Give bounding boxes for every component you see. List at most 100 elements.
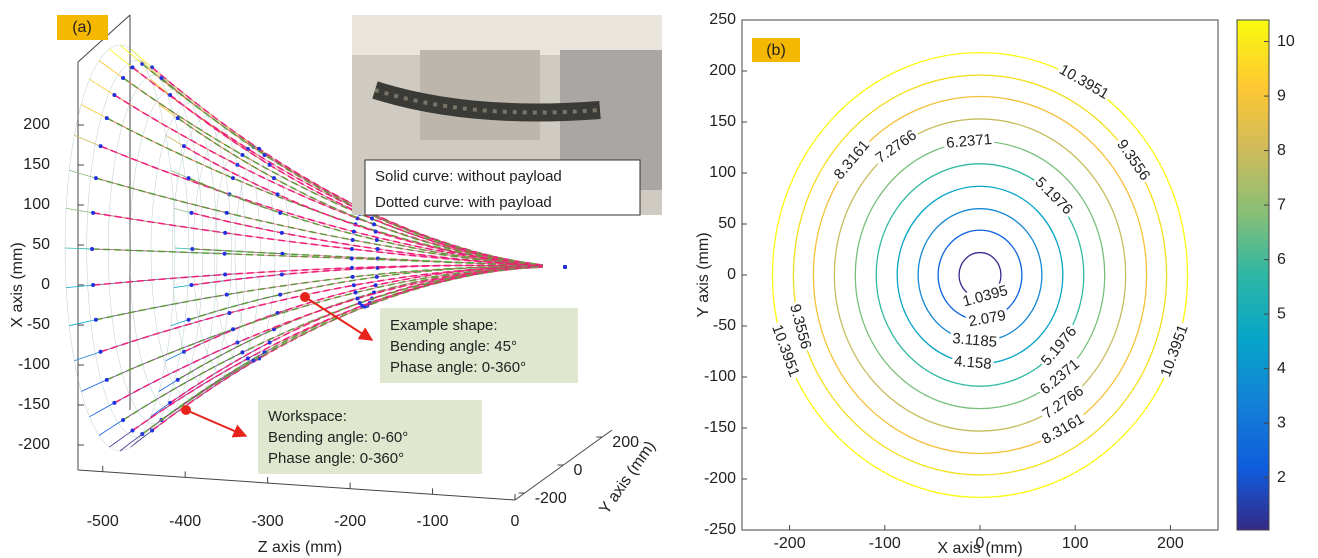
sample-dot [280, 273, 284, 277]
sample-dot [223, 273, 227, 277]
sample-dot [130, 428, 134, 432]
x-tick-label: 100 [1062, 535, 1089, 552]
workspace-annotation: Workspace: Bending angle: 0-60° Phase an… [181, 400, 482, 474]
sample-dot [189, 283, 193, 287]
x-tick-label: 150 [23, 156, 50, 173]
sample-dot [352, 230, 356, 234]
x-tick-label: 200 [1157, 535, 1184, 552]
sample-dot [99, 350, 103, 354]
y-tick-label: 50 [718, 215, 736, 232]
sample-dot [374, 230, 378, 234]
sample-dot [350, 247, 354, 251]
sample-dot [223, 231, 227, 235]
sample-dot [280, 231, 284, 235]
colorbar-tick-label: 4 [1277, 360, 1286, 377]
sample-dot [350, 266, 354, 270]
mesh-ring [87, 60, 189, 437]
z-tick-label: 0 [511, 513, 520, 530]
sample-dot [563, 265, 567, 269]
y-tick-label: 100 [709, 164, 736, 181]
contour-label-group: 10.3951 [1054, 60, 1113, 105]
annotation-text: Phase angle: 0-360° [390, 359, 526, 376]
y-tick-label: -150 [704, 419, 736, 436]
sample-dot [268, 341, 272, 345]
sample-dot [240, 153, 244, 157]
sample-dot [374, 283, 378, 287]
contour-label-group: 5.1976 [1029, 172, 1077, 220]
sample-dot [90, 247, 94, 251]
y-axis-label: Y axis (mm) [695, 232, 712, 317]
x-tick-label: 200 [23, 116, 50, 133]
figure: Solid curve: without payload Dotted curv… [0, 0, 1318, 558]
y-tick-label: -200 [704, 470, 736, 487]
x-tick-label: 50 [32, 236, 50, 253]
y-tick-label: -250 [704, 521, 736, 538]
sample-dot [246, 356, 250, 360]
colorbar-tick-label: 2 [1277, 469, 1286, 486]
inset-text: Solid curve: without payload [375, 168, 562, 185]
contour-label-group: 10.3951 [1157, 321, 1194, 382]
mesh-line [99, 61, 252, 161]
sample-dot [351, 238, 355, 242]
sample-dot [187, 318, 191, 322]
contour-label-group: 7.2766 [871, 125, 922, 168]
x-tick-label: 100 [23, 196, 50, 213]
y-tick-label: 200 [709, 62, 736, 79]
sample-dot [354, 291, 358, 295]
panel-label: (a) [72, 19, 92, 36]
contour-label-group: 2.079 [965, 307, 1009, 332]
mesh-line [109, 49, 257, 155]
sample-dot [91, 211, 95, 215]
z-axis-label: Z axis (mm) [258, 539, 342, 556]
y-tick-label: 150 [709, 113, 736, 130]
sample-dot [278, 211, 282, 215]
sample-dot [240, 350, 244, 354]
panel-label: (b) [766, 42, 786, 59]
contour-label-group: 6.2371 [943, 131, 994, 153]
colorbar-tick-label: 8 [1277, 142, 1286, 159]
y-tick-label: -100 [704, 368, 736, 385]
colorbar-tick-label: 3 [1277, 414, 1286, 431]
x-tick-label: 0 [976, 535, 985, 552]
sample-dot [350, 256, 354, 260]
y-tick-label: 200 [612, 434, 639, 451]
contour-label-group: 3.1185 [950, 330, 1000, 352]
sample-dot [189, 211, 193, 215]
sample-dot [278, 293, 282, 297]
x-tick-label: -50 [27, 316, 50, 333]
contour-label-group: 4.158 [951, 353, 994, 375]
contour-label-group: 9.3556 [1111, 135, 1154, 186]
example-annotation: Example shape: Bending angle: 45° Phase … [300, 292, 578, 383]
sample-dot [150, 428, 154, 432]
annotation-text: Example shape: [390, 317, 498, 334]
sample-dot [121, 76, 125, 80]
inset-text: Dotted curve: with payload [375, 194, 552, 211]
sample-dot [91, 283, 95, 287]
sample-dot [130, 65, 134, 69]
y-tick-label: 0 [727, 266, 736, 283]
contour-label: 2.079 [967, 307, 1007, 330]
sample-dot [99, 144, 103, 148]
colorbar-tick-label: 5 [1277, 305, 1286, 322]
x-tick-label: -200 [18, 436, 50, 453]
x-tick-label: -150 [18, 396, 50, 413]
photo-inset: Solid curve: without payload Dotted curv… [352, 15, 662, 215]
sample-dot [375, 238, 379, 242]
sample-dot [94, 176, 98, 180]
sample-dot [375, 275, 379, 279]
z-tick-label: -500 [87, 513, 119, 530]
contours: 1.03952.0793.11854.1585.19765.19766.2371… [767, 53, 1194, 498]
annotation-text: Phase angle: 0-360° [268, 450, 404, 467]
contour-label: 4.158 [953, 353, 992, 373]
colorbar-tick-label: 10 [1277, 33, 1295, 50]
sample-dot [351, 275, 355, 279]
contour-label: 1.0395 [961, 282, 1010, 310]
mesh-line [131, 49, 268, 155]
sample-dot [231, 327, 235, 331]
sample-dot [268, 163, 272, 167]
sample-dot [105, 116, 109, 120]
z-tick-label: -200 [334, 513, 366, 530]
sample-dot [94, 318, 98, 322]
y-tick-label: -200 [535, 490, 567, 507]
sample-dot [121, 418, 125, 422]
